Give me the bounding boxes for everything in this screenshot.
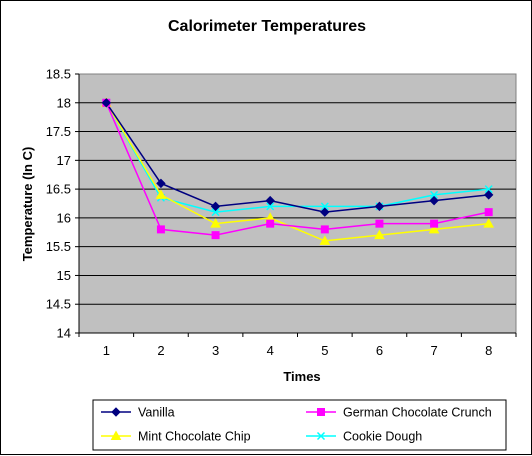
x-tick-label: 2: [157, 343, 164, 358]
x-tick-label: 1: [103, 343, 110, 358]
legend-marker: [316, 431, 326, 441]
plot-background: [78, 73, 517, 334]
y-tick-label: 16.5: [46, 182, 71, 197]
data-point: [319, 235, 331, 245]
y-tick-label: 14: [57, 326, 71, 341]
legend: Vanilla German Chocolate Crunch Mint Choco…: [92, 399, 507, 451]
data-point: [430, 190, 439, 199]
data-point: [320, 207, 330, 217]
y-tick-label: 16: [57, 210, 71, 225]
series-line: [105, 102, 489, 242]
y-tick-label: 14.5: [46, 297, 71, 312]
data-point: [320, 202, 329, 211]
legend-marker: [317, 408, 325, 416]
x-tick-label: 5: [321, 343, 328, 358]
legend-marker: [111, 407, 121, 417]
x-tick-label: 4: [267, 343, 274, 358]
x-tick-label: 7: [430, 343, 437, 358]
x-tick-label: 8: [485, 343, 492, 358]
data-point: [210, 218, 221, 228]
data-point: [320, 225, 329, 234]
data-point: [429, 195, 439, 206]
y-tick-label: 17.5: [46, 124, 71, 139]
data-point: [484, 185, 493, 194]
data-point: [210, 201, 221, 212]
x-tick-label: 3: [212, 343, 219, 358]
y-tick-label: 18: [57, 95, 71, 110]
y-tick-label: 18.5: [46, 67, 71, 82]
y-tick-label: 17: [57, 153, 71, 168]
data-point: [430, 219, 439, 228]
series-line: [105, 102, 489, 236]
data-point: [211, 231, 220, 240]
data-point: [428, 223, 440, 234]
legend-entry-label: German Chocolate Crunch: [343, 406, 492, 420]
chart-title: Calorimeter Temperatures: [168, 18, 366, 35]
data-point: [265, 195, 275, 206]
data-point: [156, 225, 165, 234]
y-tick-label: 15.5: [46, 239, 71, 254]
legend-entry-label: Cookie Dough: [343, 430, 422, 444]
data-point: [484, 208, 493, 217]
data-point: [266, 219, 275, 228]
series-line: [105, 102, 489, 213]
legend-marker: [110, 430, 122, 440]
data-point: [374, 201, 385, 212]
data-point: [483, 190, 494, 200]
legend-entry-label: Vanilla: [138, 406, 175, 420]
data-point: [101, 98, 112, 108]
y-tick-label: 15: [57, 268, 71, 283]
data-point: [374, 229, 385, 240]
data-point: [266, 202, 275, 211]
data-point: [483, 218, 495, 228]
legend-entry-label: Mint Chocolate Chip: [138, 430, 251, 444]
x-axis-label: Times: [283, 369, 320, 384]
legend-box: [92, 399, 507, 451]
data-point: [375, 219, 384, 228]
x-tick-label: 6: [376, 343, 383, 358]
y-axis-label: Temperature (In C): [20, 147, 35, 262]
data-point: [156, 178, 166, 189]
plot-area: 14 14.5 15 15.5 16 16.5 17 17.5 18 18.5 1 2 3 4 5 6 7 8: [46, 67, 517, 358]
data-point: [211, 208, 220, 217]
data-point: [155, 189, 167, 199]
